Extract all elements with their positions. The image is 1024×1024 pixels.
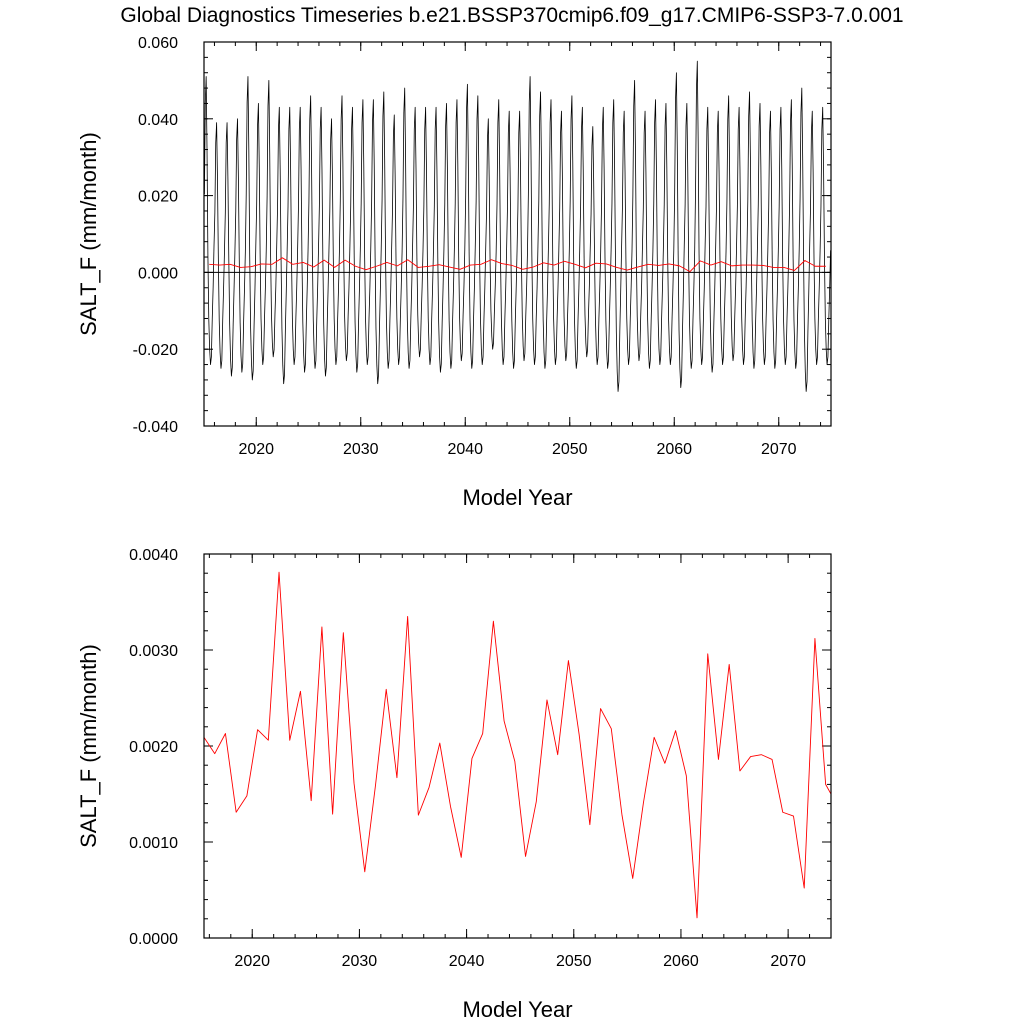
x-axis-title: Model Year	[462, 485, 572, 510]
x-tick-label: 2070	[761, 441, 797, 458]
plot-frame	[203, 553, 832, 939]
x-tick-label: 2030	[342, 953, 378, 970]
x-tick-label: 2060	[663, 953, 699, 970]
plot-frame	[203, 41, 832, 427]
x-tick-label: 2060	[656, 441, 692, 458]
annual-series-line	[204, 571, 831, 919]
x-tick-label: 2020	[234, 953, 270, 970]
y-axis-title: SALT_F (mm/month)	[76, 132, 101, 336]
y-tick-label: 0.0020	[129, 739, 178, 756]
x-tick-label: 2070	[770, 953, 806, 970]
y-tick-label: 0.020	[138, 189, 178, 206]
plot-area	[204, 60, 831, 392]
y-tick-label: 0.0010	[129, 835, 178, 852]
y-tick-label: 0.0040	[129, 547, 178, 564]
annual-series-line	[209, 257, 826, 273]
annual-timeseries-panel: 2020 2030 2040 2050 2060 2070 0.0000 0.0010 0.00…	[76, 547, 832, 1022]
y-tick-label: 0.0030	[129, 643, 178, 660]
y-tick-label: 0.0000	[129, 931, 178, 948]
x-tick-label: 2050	[556, 953, 592, 970]
y-tick-label: -0.020	[133, 342, 178, 359]
x-tick-label: 2030	[343, 441, 379, 458]
y-axis-title: SALT_F (mm/month)	[76, 644, 101, 848]
y-tick-label: 0.040	[138, 112, 178, 129]
x-tick-label: 2020	[238, 441, 274, 458]
x-axis-title: Model Year	[462, 997, 572, 1022]
x-tick-label: 2040	[447, 441, 483, 458]
monthly-timeseries-panel: 2020 2030 2040 2050 2060 2070 -0.040 -0.020 0.00…	[76, 35, 832, 510]
plot-area	[204, 571, 831, 919]
x-tick-label: 2040	[449, 953, 485, 970]
monthly-series-line	[204, 60, 831, 392]
chart-title: Global Diagnostics Timeseries b.e21.BSSP…	[120, 4, 904, 27]
y-tick-label: 0.000	[138, 265, 178, 282]
y-tick-label: -0.040	[133, 419, 178, 436]
x-tick-label: 2050	[552, 441, 588, 458]
y-tick-label: 0.060	[138, 35, 178, 52]
